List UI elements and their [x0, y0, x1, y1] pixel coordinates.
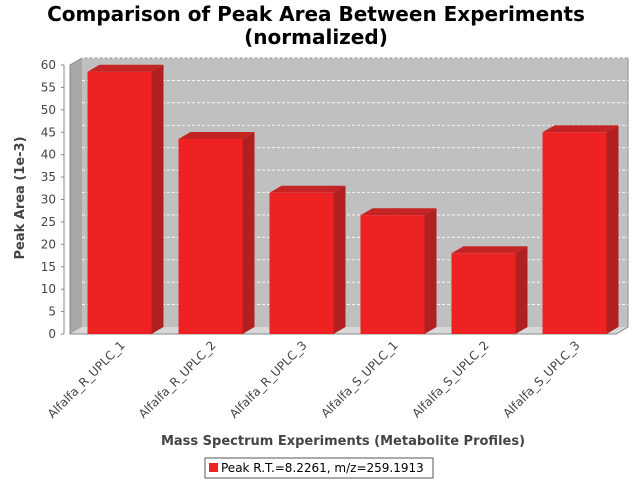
y-axis-label: Peak Area (1e-3)	[13, 136, 28, 259]
bar-side	[606, 125, 619, 334]
bar-side	[333, 185, 346, 334]
y-tick-label: 40	[41, 148, 56, 162]
bar-front	[178, 138, 243, 334]
bar-side	[424, 208, 437, 334]
y-tick-label: 15	[41, 260, 56, 274]
bar-top	[178, 131, 255, 139]
bar-front	[87, 71, 152, 334]
bar	[178, 131, 255, 334]
bar-front	[542, 132, 607, 334]
y-tick-label: 25	[41, 215, 56, 229]
bar-front	[269, 192, 334, 334]
chart-title-line-1: Comparison of Peak Area Between Experime…	[47, 2, 585, 26]
y-axis: 0 5 10 15 20 25 30 35 40 45 50 55 60	[41, 58, 65, 341]
x-tick-label: Alfalfa_S_UPLC_1	[318, 338, 400, 420]
bar-front	[360, 215, 425, 334]
bar-front	[451, 253, 516, 334]
x-tick-label: Alfalfa_S_UPLC_3	[500, 338, 582, 420]
y-tick-label: 45	[41, 125, 56, 139]
y-tick-label: 55	[41, 80, 56, 94]
legend-box	[204, 457, 434, 479]
y-tick-label: 5	[48, 305, 56, 319]
bar-top	[360, 208, 437, 216]
legend: Peak R.T.=8.2261, m/z=259.1913	[204, 457, 434, 479]
x-axis: Alfalfa_R_UPLC_1 Alfalfa_R_UPLC_2 Alfalfa_…	[45, 338, 583, 421]
legend-entry-label: Peak R.T.=8.2261, m/z=259.1913	[221, 461, 424, 475]
y-tick-label: 0	[48, 327, 56, 341]
y-tick-label: 50	[41, 103, 56, 117]
bar	[87, 64, 164, 334]
y-tick-label: 20	[41, 237, 56, 251]
x-axis-label: Mass Spectrum Experiments (Metabolite Pr…	[161, 434, 525, 449]
bar-side	[515, 246, 528, 334]
x-tick-label: Alfalfa_R_UPLC_1	[45, 338, 128, 421]
bar-top	[87, 64, 164, 72]
legend-swatch	[209, 463, 218, 472]
bar-top	[542, 125, 619, 133]
bar	[269, 185, 346, 334]
x-tick-label: Alfalfa_R_UPLC_3	[227, 338, 310, 421]
y-tick-label: 35	[41, 170, 56, 184]
bar-top	[451, 246, 528, 254]
bar	[451, 246, 528, 334]
bar-group	[87, 64, 619, 334]
bar-side	[151, 64, 164, 334]
grid-lines	[82, 57, 628, 305]
bar-side	[242, 131, 255, 334]
y-tick-label: 10	[41, 282, 56, 296]
y-tick-label: 30	[41, 193, 56, 207]
x-tick-label: Alfalfa_R_UPLC_2	[136, 338, 219, 421]
bar-top	[269, 185, 346, 193]
chart-title-line-2: (normalized)	[244, 25, 388, 49]
y-tick-label: 60	[41, 58, 56, 72]
bar	[542, 125, 619, 334]
x-tick-label: Alfalfa_S_UPLC_2	[409, 338, 491, 420]
plot-side-wall	[70, 58, 82, 334]
bar	[360, 208, 437, 334]
